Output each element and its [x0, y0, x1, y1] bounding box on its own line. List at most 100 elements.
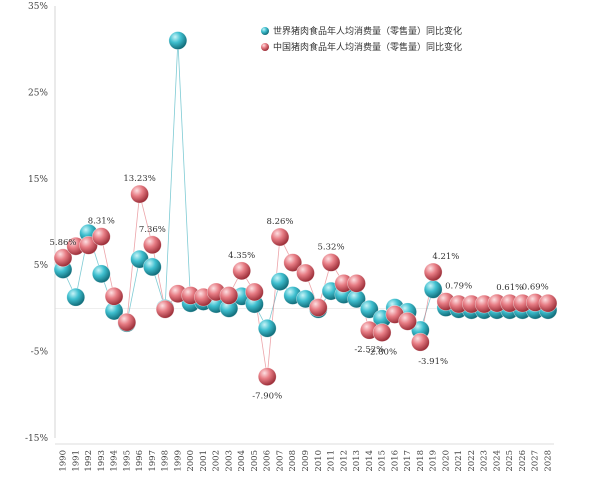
data-point-china [283, 253, 303, 272]
data-point-world [168, 31, 188, 50]
legend-china-label: 中国猪肉食品年人均消费量（零售量）同比变化 [273, 41, 462, 53]
x-tick-label: 1990 [59, 450, 69, 472]
x-tick-label: 2020 [441, 450, 451, 472]
x-tick-label: 2026 [518, 450, 528, 472]
x-tick-label: 1997 [148, 450, 158, 472]
data-point-china [117, 312, 137, 332]
x-tick-label: 2010 [314, 450, 324, 472]
data-label: -7.90% [252, 392, 282, 402]
x-tick-label: 2017 [403, 450, 413, 472]
x-tick-label: 2024 [492, 450, 502, 472]
data-label: 8.26% [266, 217, 293, 227]
data-label: -2.52% [354, 345, 384, 355]
data-point-world [91, 264, 111, 284]
data-point-china [130, 184, 149, 204]
x-tick-label: 2015 [378, 450, 388, 472]
x-tick-label: 1991 [71, 450, 81, 472]
x-tick-label: 2007 [275, 450, 285, 472]
legend-china-marker [261, 43, 269, 51]
data-point-world [66, 287, 86, 307]
x-tick-label: 1994 [110, 450, 120, 472]
x-tick-label: 2012 [339, 450, 349, 472]
data-label: 5.86% [49, 238, 76, 248]
series-lines [62, 40, 549, 377]
y-tick-label: 35% [28, 2, 48, 12]
data-point-china [347, 274, 366, 293]
x-tick-label: 2002 [212, 450, 222, 472]
data-point-china [143, 235, 162, 255]
x-tick-label: 1999 [173, 450, 183, 472]
x-tick-label: 2013 [352, 450, 362, 472]
x-tick-label: 2008 [288, 450, 298, 472]
x-tick-label: 2023 [480, 450, 490, 472]
x-tick-label: 2001 [199, 450, 209, 472]
data-point-china [372, 323, 392, 342]
x-tick-label: 1995 [122, 450, 132, 472]
data-points [53, 31, 558, 386]
y-tick-label: 15% [28, 175, 48, 185]
x-tick-label: 2016 [390, 450, 400, 472]
x-tick-label: 2000 [186, 450, 196, 472]
data-label: 0.61% [496, 283, 523, 293]
x-tick-label: 2028 [544, 450, 554, 472]
y-tick-label: 25% [28, 88, 48, 98]
x-tick-label: 2009 [301, 450, 311, 472]
data-label: 0.79% [445, 282, 472, 292]
series-line-china [62, 194, 549, 377]
data-point-china [104, 287, 124, 306]
series-line-world [62, 40, 548, 331]
x-tick-label: 2004 [237, 450, 247, 472]
x-tick-label: 2003 [224, 450, 234, 472]
x-tick-label: 1998 [161, 450, 171, 472]
data-point-china [423, 262, 443, 282]
data-point-china [232, 261, 251, 281]
data-point-china [219, 286, 239, 305]
legend-world-marker [261, 27, 269, 35]
data-label: 8.31% [88, 217, 115, 227]
x-tick-label: 2005 [250, 450, 260, 472]
data-label: 5.32% [318, 242, 345, 252]
data-point-china [155, 299, 175, 319]
data-point-china [411, 332, 430, 352]
data-point-world [257, 318, 277, 338]
data-label: 4.21% [432, 252, 459, 262]
x-tick-label: 2021 [454, 450, 464, 472]
y-tick-label: -15% [25, 434, 48, 444]
x-tick-label: 1993 [97, 450, 107, 472]
data-point-china [321, 253, 341, 272]
x-tick-label: 2025 [505, 450, 515, 472]
y-tick-label: 5% [34, 261, 49, 271]
axes: 35%25%15%5%-5%-15%1990 1991 1992 1993 1994 19… [25, 2, 554, 472]
data-point-world [270, 272, 290, 291]
x-tick-label: 2006 [263, 450, 273, 472]
data-point-china [270, 227, 290, 247]
x-tick-label: 1992 [84, 450, 94, 472]
data-label: -2.80% [367, 348, 397, 358]
data-label: 13.23% [123, 174, 155, 184]
x-tick-label: 2018 [416, 450, 426, 472]
data-point-world [360, 299, 379, 319]
x-tick-label: 2022 [467, 450, 477, 472]
legend-world-label: 世界猪肉食品年人均消费量（零售量）同比变化 [273, 25, 462, 37]
data-point-china [91, 227, 111, 246]
data-point-china [398, 312, 417, 331]
data-point-china [53, 248, 73, 268]
data-labels: 5.86% 8.31% 13.23% 7.36% 4.35% -7.90% 8.26% 5.3… [49, 174, 548, 402]
x-tick-label: 2011 [327, 450, 337, 472]
data-point-china [245, 282, 264, 302]
data-label: 7.36% [139, 225, 166, 235]
data-point-china [296, 263, 315, 283]
data-point-world [143, 257, 162, 277]
data-label: 4.35% [228, 251, 255, 261]
data-label: -3.91% [418, 357, 448, 367]
data-point-china [538, 293, 558, 313]
data-label: 0.69% [522, 282, 549, 292]
data-point-china [308, 298, 328, 317]
data-point-china [257, 367, 277, 386]
x-tick-label: 2019 [429, 450, 439, 472]
x-tick-label: 2027 [531, 450, 541, 472]
x-tick-label: 2014 [365, 450, 375, 472]
legend: 世界猪肉食品年人均消费量（零售量）同比变化 中国猪肉食品年人均消费量（零售量）同… [261, 25, 462, 53]
y-tick-label: -5% [31, 348, 49, 358]
x-tick-label: 1996 [135, 450, 145, 472]
